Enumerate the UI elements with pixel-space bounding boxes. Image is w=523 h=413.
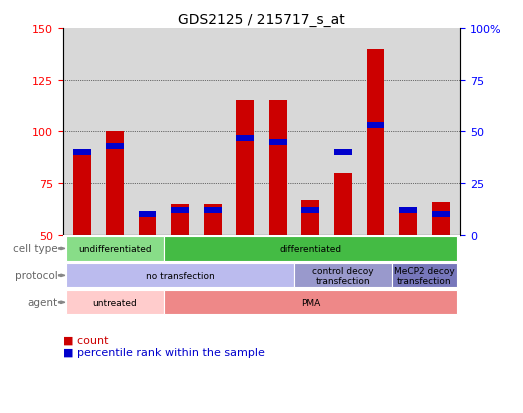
Title: GDS2125 / 215717_s_at: GDS2125 / 215717_s_at xyxy=(178,12,345,26)
Bar xyxy=(171,204,189,235)
Bar xyxy=(334,173,352,235)
Bar xyxy=(203,207,222,214)
Bar xyxy=(73,153,92,235)
Bar xyxy=(399,207,417,214)
Text: ■ percentile rank within the sample: ■ percentile rank within the sample xyxy=(63,347,265,357)
Bar xyxy=(301,200,320,235)
Bar xyxy=(399,209,417,235)
Text: ■ count: ■ count xyxy=(63,335,108,345)
Bar xyxy=(236,135,254,142)
Bar xyxy=(66,237,164,261)
Bar xyxy=(431,202,450,235)
Bar xyxy=(236,101,254,235)
Text: undifferentiated: undifferentiated xyxy=(78,244,152,253)
Bar xyxy=(269,101,287,235)
Bar xyxy=(171,207,189,214)
Bar xyxy=(334,150,352,156)
Bar xyxy=(269,140,287,146)
Bar xyxy=(301,207,320,214)
Text: untreated: untreated xyxy=(93,298,137,307)
Bar xyxy=(367,123,384,129)
Text: agent: agent xyxy=(27,297,58,308)
Bar xyxy=(164,290,457,315)
Bar xyxy=(139,211,156,218)
Bar xyxy=(392,263,457,288)
Bar xyxy=(294,263,392,288)
Bar xyxy=(106,144,124,150)
Text: MeCP2 decoy
transfection: MeCP2 decoy transfection xyxy=(394,266,455,285)
Bar xyxy=(431,211,450,218)
Bar xyxy=(139,215,156,235)
Bar xyxy=(66,263,294,288)
Text: control decoy
transfection: control decoy transfection xyxy=(312,266,374,285)
Bar xyxy=(367,50,384,235)
Text: cell type: cell type xyxy=(13,244,58,254)
Text: differentiated: differentiated xyxy=(279,244,342,253)
Text: no transfection: no transfection xyxy=(146,271,214,280)
Text: PMA: PMA xyxy=(301,298,320,307)
Bar xyxy=(73,150,92,156)
Bar xyxy=(66,290,164,315)
Bar xyxy=(106,132,124,235)
Bar xyxy=(203,204,222,235)
Text: protocol: protocol xyxy=(15,271,58,281)
Bar xyxy=(164,237,457,261)
